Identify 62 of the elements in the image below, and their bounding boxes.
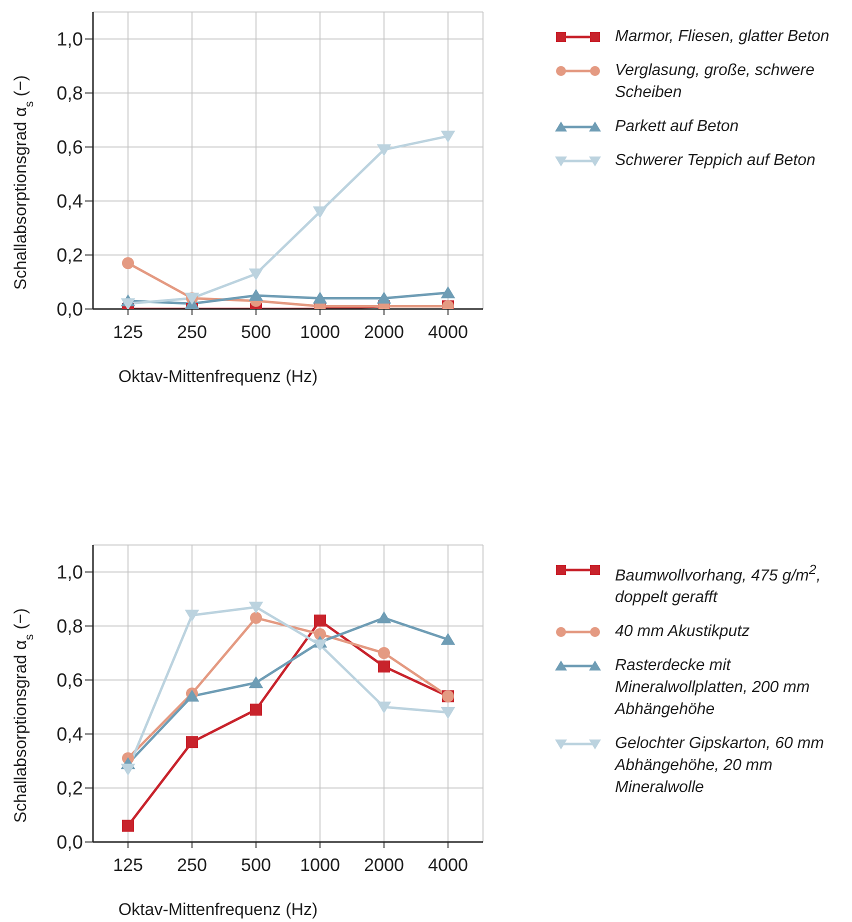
y-tick-label: 0,4: [56, 192, 84, 213]
point: [248, 676, 264, 688]
x-tick-label: 2000: [364, 322, 404, 342]
y-tick-label: 0,6: [56, 138, 83, 159]
point: [440, 632, 456, 645]
x-tick-label: 250: [176, 322, 208, 342]
text: Baumwollvorhang, 475 g/m$^{2}$, doppelt gerafft: [615, 562, 821, 606]
x-tick-label: 2000: [364, 854, 404, 875]
x-tick-label: 500: [240, 854, 272, 875]
point: [312, 206, 328, 218]
point: [378, 647, 390, 659]
point: [376, 702, 392, 714]
point: [248, 288, 264, 301]
point: [312, 640, 328, 652]
point: [184, 690, 200, 702]
point: [312, 292, 328, 304]
x-tick-label: 1000: [300, 854, 340, 875]
point: [314, 628, 326, 640]
y-tick-label: 0,0: [56, 300, 83, 321]
x-tick-label: 250: [176, 854, 208, 875]
x-tick-label: 500: [240, 322, 272, 342]
x-tick-label: 4000: [428, 854, 468, 875]
point: [120, 764, 136, 776]
x-tick-label: 4000: [428, 322, 468, 342]
x-tick-label: 1000: [300, 322, 340, 342]
point: [184, 610, 200, 622]
point: [120, 298, 136, 309]
legend-label: 40 mm Akustikputz: [615, 622, 751, 642]
legend-label: Gelochter Gipskarton, 60 mm Abhängehöhe, 20 mm Mineralwolle: [615, 734, 825, 798]
y-tick-label: 0,0: [56, 832, 83, 854]
y-tick-label: 0,8: [56, 616, 83, 638]
point: [376, 144, 392, 156]
legend-label: Parkett auf Beton: [615, 117, 740, 137]
y-tick-label: 1,0: [56, 562, 83, 584]
point: [248, 268, 264, 280]
y-tick-label: 0,2: [56, 246, 83, 267]
point: [250, 704, 262, 716]
legend-label: Marmor, Fliesen, glatter Beton: [615, 27, 830, 47]
point: [250, 612, 262, 624]
point: [122, 257, 134, 270]
x-axis-title: Oktav-Mittenfrequenz (Hz): [118, 900, 318, 919]
point: [122, 820, 134, 832]
y-tick-label: 1,0: [56, 30, 83, 51]
legend-label: Verglasung, große, schwere Scheiben: [615, 61, 816, 103]
y-tick-label: 0,4: [56, 724, 84, 746]
point: [440, 707, 456, 719]
point: [378, 660, 390, 672]
legend-label: Schwerer Teppich auf Beton: [615, 151, 816, 171]
point: [376, 292, 392, 304]
x-axis-title: Oktav-Mittenfrequenz (Hz): [118, 367, 318, 386]
point: [248, 602, 264, 614]
legend-label: Rasterdecke mit Mineralwollplatten, 200 mm Abhängehöhe: [615, 656, 811, 720]
y-tick-label: 0,2: [56, 778, 83, 800]
point: [440, 130, 456, 143]
y-tick-label: 0,8: [56, 84, 83, 105]
point: [314, 614, 326, 627]
y-tick-label: 0,6: [56, 670, 83, 692]
x-tick-label: 125: [112, 322, 144, 342]
point: [186, 736, 198, 748]
x-tick-label: 125: [112, 854, 144, 875]
point: [440, 286, 456, 298]
point: [376, 611, 392, 624]
